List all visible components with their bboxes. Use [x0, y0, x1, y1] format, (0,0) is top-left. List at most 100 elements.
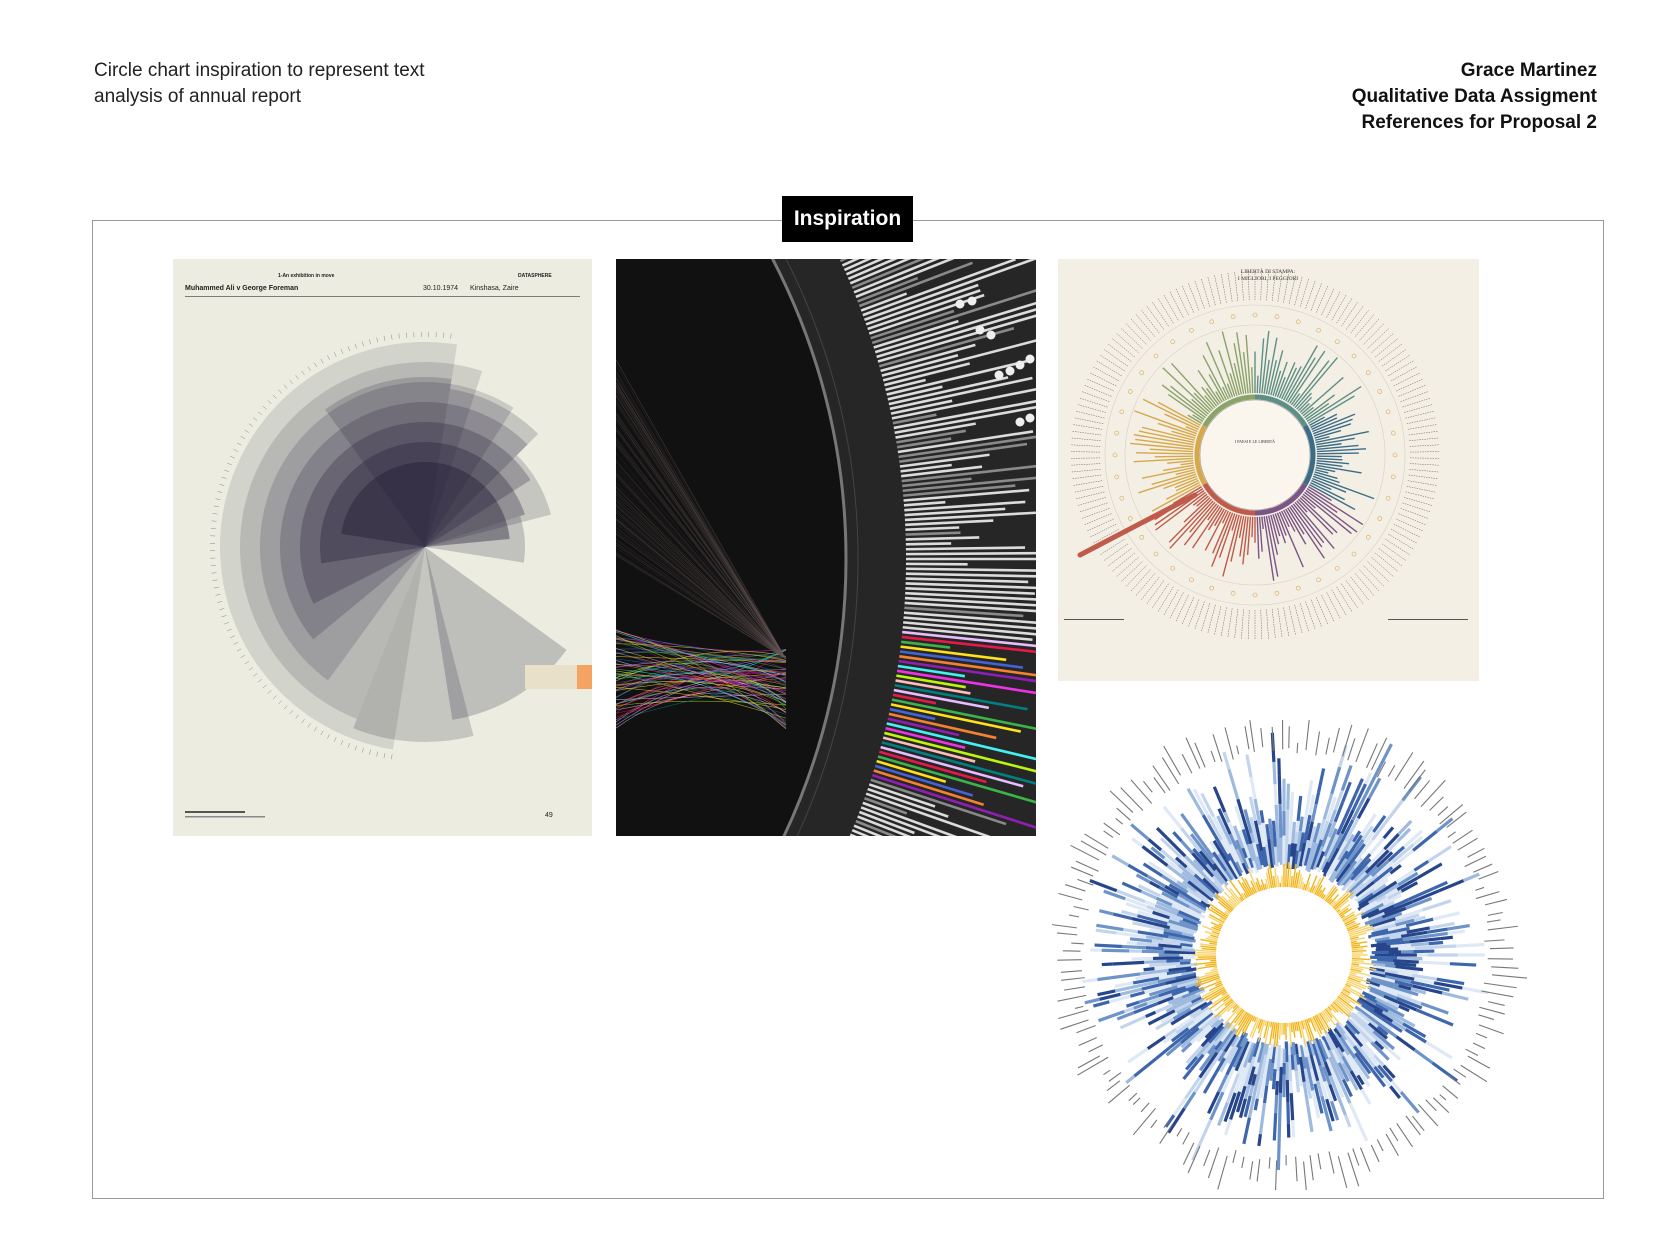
yellow-spike — [1208, 915, 1224, 925]
blue-segment — [1238, 1098, 1247, 1119]
blue-segment — [1129, 980, 1159, 990]
blue-segment — [1420, 1002, 1449, 1015]
connector-line — [616, 497, 787, 660]
blue-segment — [1288, 817, 1293, 845]
blue-segment — [1357, 1010, 1379, 1029]
blue-segment — [1362, 865, 1379, 881]
legend-dot — [955, 299, 965, 309]
blue-segment — [1148, 928, 1164, 935]
blue-segment — [1418, 960, 1450, 966]
blue-segment — [1201, 1016, 1216, 1030]
poster-brand: DATASPHERE — [518, 273, 552, 279]
blue-segment — [1331, 1049, 1341, 1064]
blue-segment — [1344, 1039, 1357, 1055]
radial-bar — [896, 674, 966, 689]
connector-line — [616, 370, 787, 660]
blue-segment — [1141, 949, 1165, 954]
blue-segment — [1258, 824, 1266, 848]
yellow-spike — [1199, 980, 1222, 991]
outer-tick — [1347, 738, 1356, 761]
radial-bar — [871, 289, 1036, 345]
liberty-bar — [1163, 475, 1198, 490]
blue-segment — [1298, 842, 1307, 867]
blue-segment — [1376, 937, 1404, 945]
blue-segment — [1303, 847, 1312, 867]
yellow-spike — [1224, 911, 1230, 916]
yellow-spike — [1345, 982, 1362, 991]
blue-segment — [1122, 927, 1138, 934]
blue-segment — [1390, 1080, 1403, 1094]
outer-tick — [1109, 790, 1134, 813]
outer-tick — [1479, 1006, 1505, 1015]
fan-tick — [212, 579, 218, 581]
yellow-spike — [1224, 998, 1233, 1007]
yellow-spike — [1321, 894, 1326, 900]
blue-segment — [1399, 1091, 1420, 1114]
blue-segment — [1325, 856, 1339, 877]
blue-segment — [1306, 821, 1314, 841]
poster-title: Muhammed Ali v George Foreman — [185, 285, 298, 292]
blue-segment — [1278, 1092, 1282, 1123]
liberty-bar — [1204, 509, 1227, 551]
connector-line — [616, 513, 787, 660]
blue-segment — [1268, 1043, 1274, 1060]
blue-segment — [1355, 880, 1376, 898]
legend-dot — [1015, 360, 1025, 370]
fan-wedge — [425, 455, 551, 547]
outer-tick — [1481, 990, 1514, 998]
blue-segment — [1223, 1092, 1237, 1123]
liberty-bar — [1231, 514, 1238, 531]
outer-tick — [1347, 1152, 1360, 1187]
fan-tick — [230, 455, 235, 459]
blue-segment — [1150, 846, 1166, 860]
connector-line — [616, 652, 787, 726]
page-description: Circle chart inspiration to represent te… — [94, 58, 425, 110]
country-label — [1081, 508, 1110, 519]
liberty-bar — [1157, 422, 1197, 437]
blue-segment — [1291, 1120, 1296, 1138]
outer-tick — [1057, 994, 1087, 1002]
connector-line — [616, 648, 787, 702]
blue-segment — [1256, 855, 1263, 870]
liberty-bar — [1142, 398, 1200, 428]
blue-segment — [1116, 931, 1147, 939]
blue-segment — [1345, 1023, 1357, 1036]
liberty-bar — [1316, 462, 1343, 468]
blue-segment — [1310, 839, 1323, 870]
blue-segment — [1316, 1051, 1326, 1068]
blue-segment — [1353, 865, 1370, 882]
blue-segment — [1274, 1094, 1279, 1114]
blue-segment — [1229, 843, 1246, 872]
outer-tick — [1447, 831, 1456, 838]
yellow-spike — [1349, 927, 1375, 937]
blue-segment — [1194, 988, 1206, 996]
blue-segment — [1146, 904, 1166, 915]
blue-segment — [1334, 850, 1349, 872]
blue-segment — [1320, 1040, 1331, 1058]
blue-segment — [1168, 935, 1196, 943]
poster-place: Kinshasa, Zaire — [470, 285, 519, 292]
radial-bar — [905, 551, 1036, 556]
blue-segment — [1265, 824, 1271, 840]
legend-dot — [1025, 413, 1035, 423]
blue-segment — [1337, 1062, 1350, 1083]
yellow-spike — [1214, 925, 1222, 930]
blue-segment — [1164, 884, 1180, 896]
yellow-spike — [1350, 966, 1364, 971]
outer-tick — [1389, 1127, 1399, 1142]
blue-segment — [1428, 940, 1444, 946]
country-label — [1385, 538, 1411, 556]
blue-segment — [1396, 956, 1423, 961]
radial-bar — [877, 314, 1036, 363]
blue-segment — [1186, 993, 1201, 1003]
yellow-spike — [1336, 909, 1341, 913]
liberty-bar — [1171, 430, 1196, 439]
country-label — [1086, 378, 1114, 392]
yellow-spike — [1311, 885, 1316, 894]
blue-segment — [1175, 962, 1198, 968]
blue-segment — [1372, 1008, 1394, 1023]
yellow-spike — [1210, 906, 1228, 919]
fan-wedge — [320, 441, 525, 564]
blue-segment — [1185, 866, 1196, 876]
outer-tick — [1475, 891, 1500, 900]
